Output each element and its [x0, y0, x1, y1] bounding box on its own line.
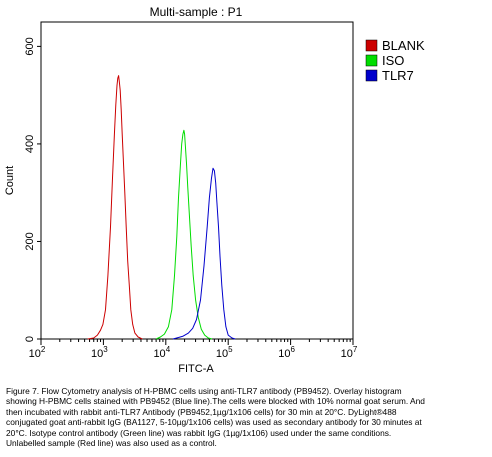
legend-label-blank: BLANK: [382, 38, 425, 53]
caption-line: Figure 7. Flow Cytometry analysis of H-P…: [6, 386, 402, 396]
series-layer: [87, 75, 236, 340]
caption-line: 20°C. Isotype control antibody (Green li…: [6, 427, 392, 438]
y-tick-label: 0: [24, 336, 36, 342]
y-axis-title-group: Count: [4, 166, 16, 195]
x-axis-title: FITC-A: [178, 363, 214, 375]
y-axis-ticks: 0 200 400 600: [24, 37, 41, 342]
series-line-tlr7: [172, 167, 236, 340]
caption-line: then incubated with rabbit anti-TLR7 Ant…: [6, 406, 397, 417]
caption-line: Unlabelled sample (Red line) was also us…: [6, 438, 217, 449]
y-tick-label: 600: [24, 37, 36, 55]
x-axis-ticks: 102 103 104 105 106 107: [29, 339, 358, 360]
series-line-blank: [87, 75, 143, 340]
histogram-chart: Multi-sample : P1 Count FITC-A 0 200 400 60…: [4, 5, 425, 375]
legend-swatch-blank: [365, 39, 378, 52]
y-tick-label: 200: [24, 232, 36, 250]
legend-swatch-iso: [365, 54, 378, 67]
chart-title: Multi-sample : P1: [150, 5, 243, 19]
x-tick-label: 103: [91, 345, 108, 360]
legend-swatch-tlr7: [365, 69, 378, 82]
legend-label-iso: ISO: [382, 53, 404, 68]
caption-line: showing H-PBMC cells stained with PB9452…: [6, 396, 425, 407]
x-tick-label: 106: [278, 345, 295, 360]
x-tick-label: 104: [153, 345, 170, 360]
y-tick-label: 400: [24, 135, 36, 153]
caption-line: conjugated goat anti-rabbit IgG (BA1127,…: [6, 417, 422, 428]
legend-label-tlr7: TLR7: [382, 68, 414, 83]
x-tick-label: 102: [29, 345, 46, 360]
figure-caption: Figure 7. Flow Cytometry analysis of H-P…: [6, 386, 476, 448]
x-tick-label: 107: [341, 345, 358, 360]
y-axis-title: Count: [4, 166, 16, 195]
x-tick-label: 105: [216, 345, 233, 360]
plot-frame: [40, 21, 354, 340]
series-line-iso: [155, 129, 213, 340]
